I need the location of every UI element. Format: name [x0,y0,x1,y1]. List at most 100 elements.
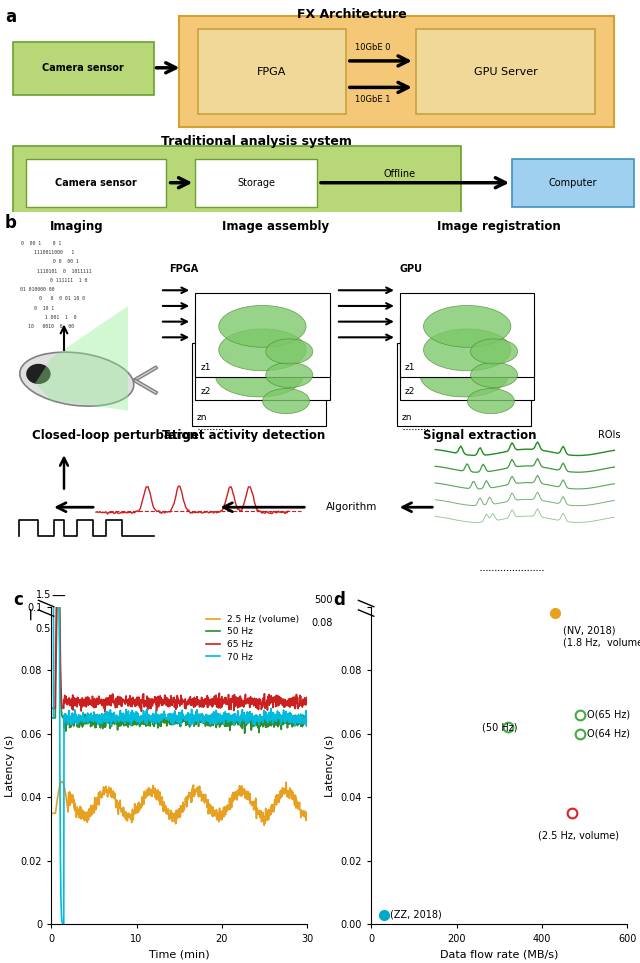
Polygon shape [35,306,128,410]
Text: 01 010000 00: 01 010000 00 [20,287,54,292]
Ellipse shape [266,362,313,387]
70 Hz [74,713,82,724]
Text: ROIs: ROIs [598,430,621,440]
Text: Signal extraction: Signal extraction [423,429,537,442]
70 Hz [152,714,159,725]
FancyBboxPatch shape [416,29,595,114]
65 Hz [303,694,311,706]
50 Hz [252,719,260,731]
Text: 0  00 1    0 1: 0 00 1 0 1 [21,241,61,246]
Text: (ZZ, 2018): (ZZ, 2018) [390,910,442,920]
Y-axis label: Latency (s): Latency (s) [325,735,335,796]
Text: —: — [51,589,65,604]
Text: (2.5 Hz, volume): (2.5 Hz, volume) [538,830,619,841]
Text: Offline: Offline [384,169,416,179]
Line: 65 Hz: 65 Hz [51,486,307,712]
Text: 1110101  0  1011111: 1110101 0 1011111 [36,269,92,273]
2.5 Hz (volume) [247,796,255,808]
65 Hz [161,697,168,709]
Text: 1 001  1  0: 1 001 1 0 [42,315,76,320]
Text: 1110011000   1: 1110011000 1 [34,250,77,255]
Ellipse shape [470,362,518,387]
65 Hz [54,481,62,492]
50 Hz [303,718,311,730]
X-axis label: Data flow rate (MB/s): Data flow rate (MB/s) [440,950,558,959]
65 Hz [152,691,159,703]
Text: Algorithm: Algorithm [326,503,378,512]
Text: c: c [13,590,22,609]
70 Hz [60,919,68,930]
Ellipse shape [262,388,310,414]
50 Hz [161,717,168,729]
50 Hz [74,719,81,731]
Text: O(65 Hz): O(65 Hz) [587,710,630,719]
Line: 50 Hz: 50 Hz [51,560,307,733]
Text: z2: z2 [200,387,211,396]
50 Hz [241,727,248,739]
Text: 1.5: 1.5 [36,590,51,600]
FancyBboxPatch shape [512,159,634,206]
Text: 500: 500 [314,595,333,606]
Line: 2.5 Hz (volume): 2.5 Hz (volume) [51,782,307,825]
Text: a: a [5,8,16,26]
Ellipse shape [20,352,134,406]
Ellipse shape [219,329,306,371]
Text: Closed-loop perturbation: Closed-loop perturbation [32,429,198,442]
Text: z1: z1 [200,363,211,373]
Text: 0 111111  1 0: 0 111111 1 0 [50,278,87,283]
Text: d: d [333,590,345,609]
70 Hz [47,712,55,724]
2.5 Hz (volume) [58,776,66,788]
Text: Traditional analysis system: Traditional analysis system [161,135,351,148]
Text: 10   0010  0  00: 10 0010 0 00 [28,325,77,329]
2.5 Hz (volume) [260,820,268,831]
Text: Imaging: Imaging [50,220,104,233]
70 Hz [252,714,260,725]
Legend: 2.5 Hz (volume), 50 Hz, 65 Hz, 70 Hz: 2.5 Hz (volume), 50 Hz, 65 Hz, 70 Hz [203,612,303,665]
2.5 Hz (volume) [151,782,159,794]
2.5 Hz (volume) [223,802,231,814]
FancyBboxPatch shape [397,343,531,427]
Text: 10GbE 0: 10GbE 0 [355,43,390,52]
Text: 0   0  0 01 10 0: 0 0 0 01 10 0 [39,297,85,301]
FancyBboxPatch shape [198,29,346,114]
FancyBboxPatch shape [195,159,317,206]
Text: O(64 Hz): O(64 Hz) [587,729,630,739]
Ellipse shape [424,305,511,348]
50 Hz [248,724,255,736]
X-axis label: Time (min): Time (min) [149,950,209,959]
Text: 10GbE 1: 10GbE 1 [355,95,390,104]
Ellipse shape [420,355,508,397]
FancyBboxPatch shape [195,293,330,377]
Text: zn: zn [197,413,207,422]
Text: GPU Server: GPU Server [474,66,538,76]
50 Hz [54,554,62,565]
Text: Image assembly: Image assembly [221,220,329,233]
Text: Computer: Computer [548,178,597,188]
FancyArrow shape [134,366,157,381]
Text: 0.08: 0.08 [312,617,333,628]
Ellipse shape [266,339,313,364]
Text: z1: z1 [405,363,415,373]
FancyBboxPatch shape [13,42,154,95]
Text: Camera sensor: Camera sensor [42,63,124,73]
Line: 70 Hz: 70 Hz [51,0,307,924]
50 Hz [223,715,231,726]
FancyArrow shape [134,379,157,394]
50 Hz [151,715,159,726]
2.5 Hz (volume) [47,807,55,819]
Ellipse shape [216,355,303,397]
FancyBboxPatch shape [179,15,614,127]
Ellipse shape [470,339,518,364]
65 Hz [47,703,55,715]
FancyBboxPatch shape [400,317,534,400]
FancyBboxPatch shape [26,159,166,206]
Text: FPGA: FPGA [257,66,287,76]
FancyBboxPatch shape [13,145,461,217]
Text: Target activity detection: Target activity detection [161,429,325,442]
Ellipse shape [424,329,511,371]
Text: 0 0  00 1: 0 0 00 1 [49,259,78,264]
Text: 0.5: 0.5 [36,624,51,634]
2.5 Hz (volume) [303,811,311,822]
Text: GPU: GPU [400,265,423,274]
